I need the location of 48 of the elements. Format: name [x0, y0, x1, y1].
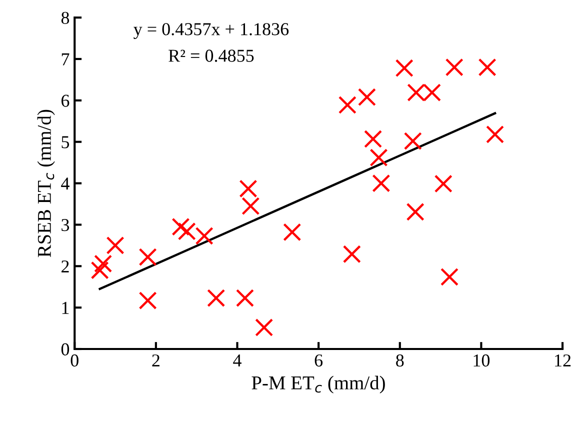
point	[138, 248, 157, 266]
x-tick-label: 4	[233, 354, 242, 366]
point	[364, 130, 382, 148]
point	[255, 318, 274, 336]
point	[478, 58, 496, 76]
annotation: y = 0.4357x + 1.1836	[134, 23, 289, 40]
point	[283, 223, 302, 242]
point	[195, 226, 214, 245]
x-tick-label: 0	[70, 354, 78, 367]
point	[239, 180, 258, 198]
y-tick-label: 3	[62, 219, 70, 232]
point	[358, 88, 376, 106]
y-tick-label: 4	[61, 178, 70, 190]
x-tick-label: 8	[396, 354, 404, 367]
point	[236, 289, 254, 308]
point	[106, 236, 124, 254]
y-tick-label: 7	[62, 53, 70, 66]
point	[440, 268, 459, 286]
point	[338, 96, 356, 114]
x-axis-title: P-M ET$_{c}$ (mm/d)	[252, 376, 385, 394]
point	[90, 261, 109, 280]
y-axis-title: RSEB ET$_{c}$ (mm/d)	[37, 110, 55, 258]
point	[370, 148, 388, 167]
y-tick-label: 2	[62, 260, 69, 272]
x-tick-label: 10	[474, 354, 490, 367]
point	[445, 58, 464, 76]
y-tick-label: 1	[62, 302, 69, 314]
point	[242, 197, 260, 216]
point	[207, 289, 226, 308]
x-tick-label: 12	[555, 354, 571, 366]
point	[486, 125, 504, 144]
point	[434, 174, 452, 193]
x-tick-label: 6	[314, 354, 323, 367]
annotation: R² = 0.4855	[168, 50, 254, 62]
x-tick-label: 2	[152, 354, 160, 366]
y-tick-label: 6	[62, 94, 70, 107]
y-tick-label: 5	[62, 136, 70, 148]
y-tick-label: 8	[61, 12, 70, 24]
point	[406, 202, 424, 221]
y-tick-label: 0	[61, 343, 70, 356]
point	[172, 218, 190, 236]
point	[138, 292, 157, 310]
point	[342, 245, 361, 264]
point	[372, 174, 390, 192]
point	[395, 59, 414, 78]
point	[178, 222, 196, 240]
point	[404, 132, 422, 150]
point	[94, 254, 112, 273]
